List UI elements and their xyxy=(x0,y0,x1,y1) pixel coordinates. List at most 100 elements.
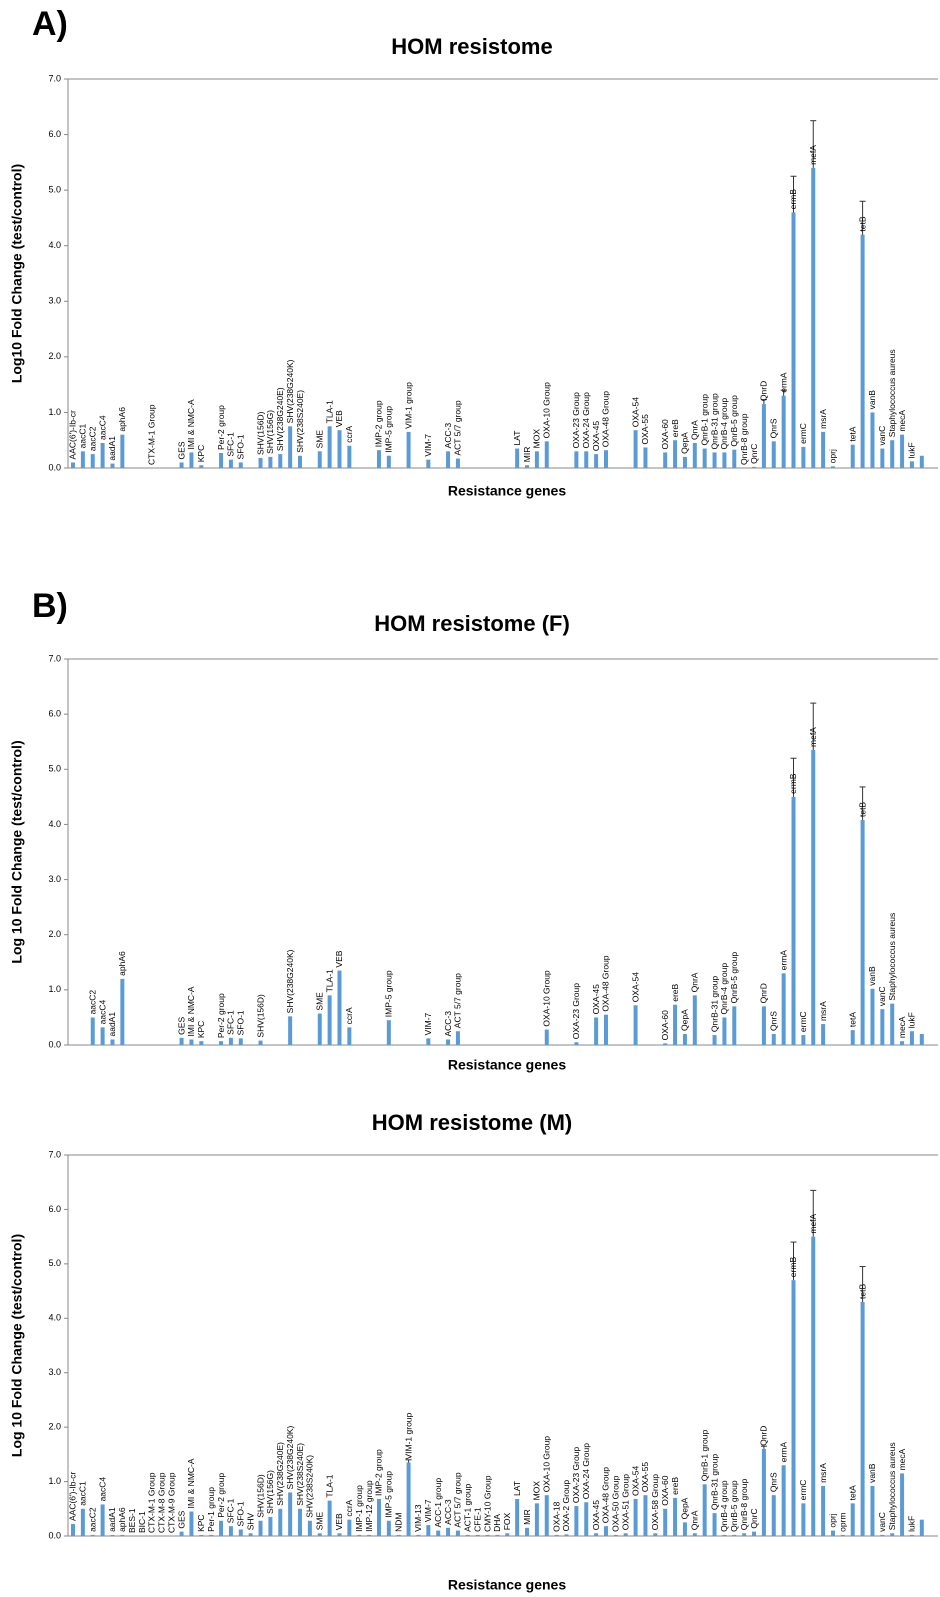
category-label: OXA-54 xyxy=(630,397,640,428)
x-axis-title: Resistance genes xyxy=(448,1577,566,1593)
bar xyxy=(732,449,737,468)
category-label: vanC xyxy=(877,1512,887,1532)
bar xyxy=(544,1029,549,1045)
bar xyxy=(663,452,668,468)
bar xyxy=(752,466,757,468)
category-label: vanB xyxy=(867,390,877,410)
category-label: OXA-24 Group xyxy=(581,392,591,448)
bar xyxy=(357,1534,362,1536)
bar xyxy=(900,1473,905,1536)
bar xyxy=(702,448,707,468)
bar xyxy=(801,446,806,468)
category-label: MOX xyxy=(532,429,542,449)
bar xyxy=(613,1534,618,1536)
category-label: SHV(238S240E) xyxy=(295,390,305,453)
bar xyxy=(416,1534,421,1536)
bar xyxy=(307,1520,312,1536)
category-label: QnrC xyxy=(749,444,759,464)
bar xyxy=(860,1301,865,1536)
category-label: VIM-1 group xyxy=(403,382,413,429)
y-tick-label: 6.0 xyxy=(48,129,61,139)
bar xyxy=(919,1033,924,1045)
category-label: SFC-1 xyxy=(226,432,236,457)
bar xyxy=(179,462,184,468)
category-label: msrA xyxy=(818,1001,828,1021)
category-label: SHV(156D) xyxy=(255,1474,265,1518)
category-label: ACT-1 group xyxy=(463,1483,473,1531)
category-label: NDM xyxy=(393,1513,403,1532)
y-tick-label: 3.0 xyxy=(48,296,61,306)
bar xyxy=(317,1533,322,1536)
bar xyxy=(100,442,105,468)
category-label: QnrB-4 group xyxy=(719,398,729,450)
category-label: IMP-5 group xyxy=(384,970,394,1017)
category-label: aphA6 xyxy=(117,407,127,432)
bar xyxy=(71,1524,75,1536)
category-label: AAC(6')-Ib-cr xyxy=(68,410,78,459)
category-label: IMP-2 group xyxy=(374,1449,384,1496)
bar xyxy=(791,212,796,468)
category-label: aacC1 xyxy=(78,1481,88,1506)
bar xyxy=(761,1448,766,1536)
category-label: SHV(238G240K) xyxy=(285,1426,295,1490)
bar xyxy=(603,450,608,468)
bar xyxy=(278,454,283,468)
category-label: BIC-1 xyxy=(137,1511,147,1533)
category-label: lukF xyxy=(907,442,917,458)
bar xyxy=(781,1465,786,1536)
category-label: vanB xyxy=(867,1463,877,1483)
bar xyxy=(455,1031,460,1045)
category-label: aacC2 xyxy=(87,1507,97,1532)
bar xyxy=(584,1502,589,1536)
category-label: OXA-18 xyxy=(551,1501,561,1532)
y-axis-title: Log 10 Fold Change (test/control) xyxy=(9,1234,25,1457)
category-label: VIM-7 xyxy=(423,434,433,457)
category-label: aacC2 xyxy=(87,426,97,451)
bar xyxy=(860,820,865,1045)
bar xyxy=(732,1006,737,1045)
category-label: ereB xyxy=(670,983,680,1001)
bar xyxy=(268,1516,273,1536)
bar xyxy=(426,1525,431,1536)
bar xyxy=(781,973,786,1045)
category-label: QnrC xyxy=(749,1508,759,1528)
bar xyxy=(761,1006,766,1045)
bar xyxy=(880,1009,885,1045)
y-tick-label: 2.0 xyxy=(48,1422,61,1432)
category-label: IMP-12 group xyxy=(364,1480,374,1532)
bar xyxy=(406,431,411,468)
bar xyxy=(850,444,855,468)
category-label: SHV xyxy=(245,1512,255,1530)
bar xyxy=(909,1534,914,1536)
bar xyxy=(90,1534,95,1536)
bar xyxy=(327,1500,332,1536)
category-label: tetB xyxy=(857,802,867,817)
bar xyxy=(890,1003,895,1045)
category-label: CFE-1 xyxy=(472,1507,482,1532)
category-label: mefA xyxy=(808,727,818,747)
category-label: OXA-23 Group xyxy=(571,392,581,448)
category-label: OXA-10 Group xyxy=(542,970,552,1026)
y-tick-label: 0.0 xyxy=(48,1039,61,1049)
bar xyxy=(120,978,125,1045)
category-label: aacC2 xyxy=(87,990,97,1015)
category-label: VIM-13 xyxy=(413,1504,423,1532)
bar xyxy=(515,1498,520,1536)
category-label: ermC xyxy=(798,423,808,444)
category-label: KPC xyxy=(196,1514,206,1531)
bar xyxy=(890,440,895,468)
bar xyxy=(840,1534,845,1536)
category-label: tetB xyxy=(857,1284,867,1299)
bar xyxy=(298,1508,303,1536)
bar xyxy=(712,1035,717,1045)
category-label: OXA-54 xyxy=(630,1465,640,1496)
bar xyxy=(584,451,589,468)
category-label: Staphylococcus aureus xyxy=(887,1442,897,1530)
category-label: ermB xyxy=(788,189,798,210)
bar xyxy=(337,970,342,1045)
bar xyxy=(376,1498,381,1536)
bar xyxy=(505,1533,510,1536)
category-label: OXA-45 xyxy=(591,984,601,1015)
category-label: QnrB-4 group xyxy=(719,1480,729,1532)
